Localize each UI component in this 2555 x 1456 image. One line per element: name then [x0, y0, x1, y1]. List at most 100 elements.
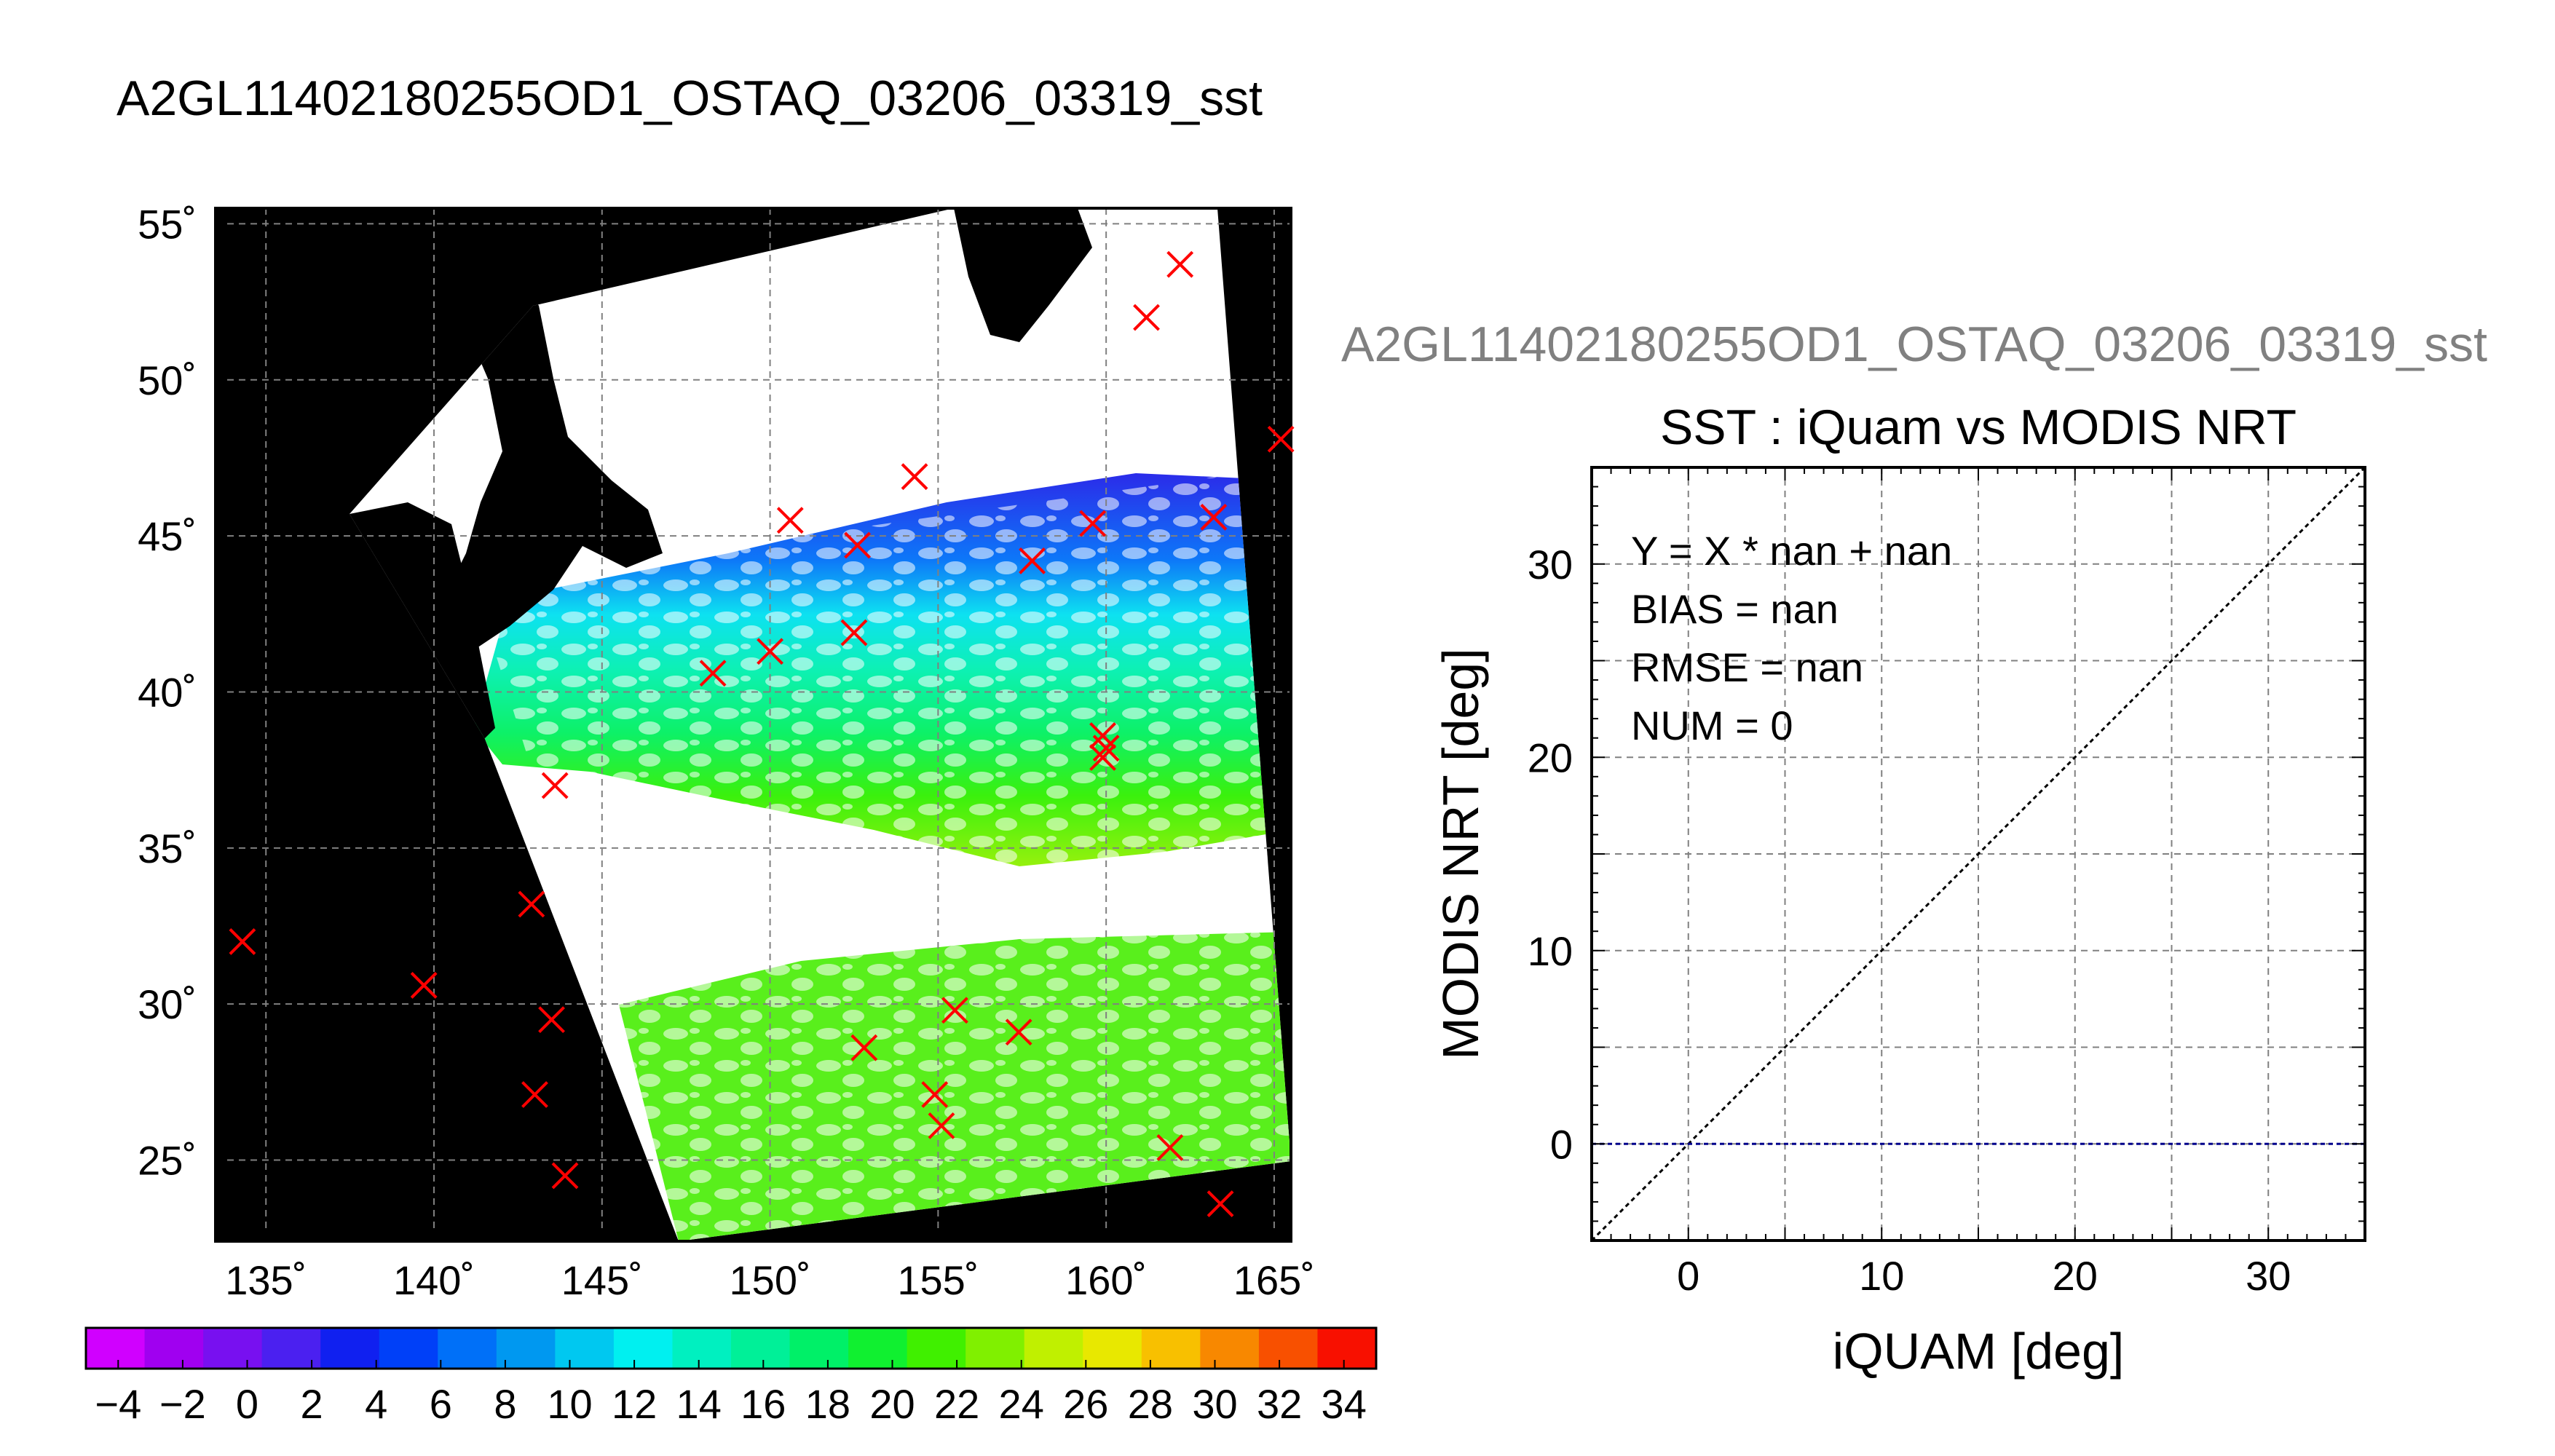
colorbar-segment: [203, 1328, 263, 1369]
x-tick-label: 10: [1859, 1253, 1904, 1299]
main-title: A2GL11402180255OD1_OSTAQ_03206_03319_sst: [117, 71, 1263, 126]
stats-line: BIAS = nan: [1631, 586, 1839, 632]
stats-line: Y = X * nan + nan: [1631, 528, 1952, 574]
colorbar-tick-label: 28: [1128, 1381, 1173, 1427]
matchup-marker: [1133, 304, 1160, 331]
colorbar-tick-label: 10: [547, 1381, 592, 1427]
matchup-marker: [518, 890, 545, 918]
matchup-marker: [541, 772, 569, 799]
matchup-marker: [1166, 250, 1194, 278]
y-axis-label: MODIS NRT [deg]: [1432, 648, 1489, 1059]
colorbar-segment: [1258, 1328, 1319, 1369]
colorbar-segment: [1141, 1328, 1201, 1369]
colorbar-tick-label: 14: [676, 1381, 722, 1427]
colorbar-segment: [496, 1328, 556, 1369]
y-tick-label: 20: [1528, 735, 1573, 780]
colorbar-tick-label: 34: [1322, 1381, 1367, 1427]
colorbar-tick-label: 24: [999, 1381, 1044, 1427]
scatter-axis-ticks: 0 10 20 30 0 10 20 30: [1528, 467, 2366, 1299]
matchup-marker: [1089, 744, 1116, 771]
lon-tick-label: 160˚: [1065, 1257, 1147, 1303]
lat-tick-label: 25˚: [138, 1138, 197, 1184]
matchup-marker: [776, 507, 804, 534]
stats-line: NUM = 0: [1631, 703, 1793, 748]
colorbar-segment: [144, 1328, 204, 1369]
sst-colorbar: −4 −2 0 2 4 6 8 10 12 14 16 18 20 22 24 26 28 30 32 34: [84, 1326, 1378, 1427]
lon-tick-label: 135˚: [225, 1257, 307, 1303]
map-axis-ticks: 135˚ 140˚ 145˚ 150˚ 155˚ 160˚ 165˚ 25˚ 30˚ 35˚ 40˚…: [138, 201, 1315, 1303]
colorbar-segment: [555, 1328, 615, 1369]
lat-tick-label: 35˚: [138, 826, 197, 871]
y-tick-label: 30: [1528, 542, 1573, 587]
colorbar-tick-label: −4: [95, 1381, 141, 1427]
matchup-markers: [229, 250, 1295, 1217]
scatter-panel-title: A2GL11402180255OD1_OSTAQ_03206_03319_sst: [1341, 317, 2487, 372]
colorbar-segment: [613, 1328, 674, 1369]
y-tick-label: 10: [1528, 928, 1573, 974]
lat-tick-label: 30˚: [138, 981, 197, 1027]
scatter-plot: 0 10 20 30 0 10 20 30 Y = X * nan + nan BIAS = n…: [1432, 466, 2366, 1380]
stats-annotation: Y = X * nan + nan BIAS = nan RMSE = nan NUM…: [1631, 528, 1952, 748]
colorbar-tick-label: 20: [869, 1381, 915, 1427]
matchup-marker: [1005, 1018, 1032, 1046]
x-tick-label: 0: [1677, 1253, 1699, 1299]
colorbar-segment: [1024, 1328, 1083, 1369]
matchup-marker: [1267, 425, 1295, 453]
x-axis-label: iQUAM [deg]: [1833, 1323, 2125, 1380]
colorbar-tick-label: 12: [612, 1381, 657, 1427]
matchup-marker: [921, 1081, 949, 1108]
land-hokkaido-sakhalin: [437, 262, 663, 655]
matchup-marker: [1092, 735, 1120, 762]
matchup-marker: [1207, 1190, 1234, 1217]
lon-tick-label: 150˚: [730, 1257, 811, 1303]
land-kamchatka: [954, 208, 1092, 342]
sst-map: 135˚ 140˚ 145˚ 150˚ 155˚ 160˚ 165˚ 25˚ 30˚ 35˚ 40˚…: [138, 201, 1315, 1303]
matchup-marker: [850, 1034, 878, 1061]
map-frame: [214, 207, 1292, 1243]
lon-tick-label: 155˚: [897, 1257, 979, 1303]
matchup-marker: [840, 619, 868, 646]
matchup-marker: [699, 660, 727, 687]
matchup-marker: [229, 928, 256, 955]
lon-tick-label: 145˚: [561, 1257, 643, 1303]
colorbar-segment: [1083, 1328, 1142, 1369]
x-tick-label: 30: [2246, 1253, 2291, 1299]
matchup-marker: [1156, 1133, 1184, 1161]
colorbar-segment: [86, 1328, 146, 1369]
colorbar-segment: [672, 1328, 732, 1369]
colorbar-tick-label: 30: [1192, 1381, 1237, 1427]
matchup-marker: [941, 997, 968, 1024]
colorbar-tick-label: 26: [1063, 1381, 1108, 1427]
matchup-marker: [538, 1006, 565, 1034]
lon-tick-label: 165˚: [1233, 1257, 1315, 1303]
colorbar-tick-label: 18: [805, 1381, 850, 1427]
colorbar-segment: [1317, 1328, 1377, 1369]
colorbar-frame: [84, 1326, 1378, 1370]
matchup-marker: [1079, 510, 1107, 537]
scatter-subtitle: SST : iQuam vs MODIS NRT: [1660, 400, 2297, 455]
colorbar-tick-label: 16: [741, 1381, 786, 1427]
matchup-marker: [1200, 503, 1228, 531]
matchup-marker: [901, 463, 928, 491]
colorbar-tick-label: 22: [934, 1381, 979, 1427]
colorbar-segment: [965, 1328, 1025, 1369]
matchup-marker: [1019, 547, 1046, 574]
colorbar-segment: [1200, 1328, 1260, 1369]
lat-tick-label: 50˚: [138, 357, 197, 403]
map-grid: [216, 208, 1291, 1241]
matchup-marker: [844, 531, 871, 559]
one-to-one-line: [1592, 467, 2365, 1241]
matchup-marker: [551, 1162, 579, 1190]
lon-tick-label: 140˚: [393, 1257, 475, 1303]
colorbar-segment: [320, 1328, 380, 1369]
cloud-mottling: [473, 466, 1291, 1241]
lat-tick-label: 55˚: [138, 201, 197, 247]
colorbar-tick-label: 6: [430, 1381, 452, 1427]
lat-tick-label: 40˚: [138, 669, 197, 715]
y-tick-label: 0: [1550, 1121, 1573, 1167]
lat-tick-label: 45˚: [138, 513, 197, 559]
colorbar-segment: [379, 1328, 438, 1369]
matchup-marker: [928, 1112, 955, 1139]
colorbar-segment: [438, 1328, 497, 1369]
